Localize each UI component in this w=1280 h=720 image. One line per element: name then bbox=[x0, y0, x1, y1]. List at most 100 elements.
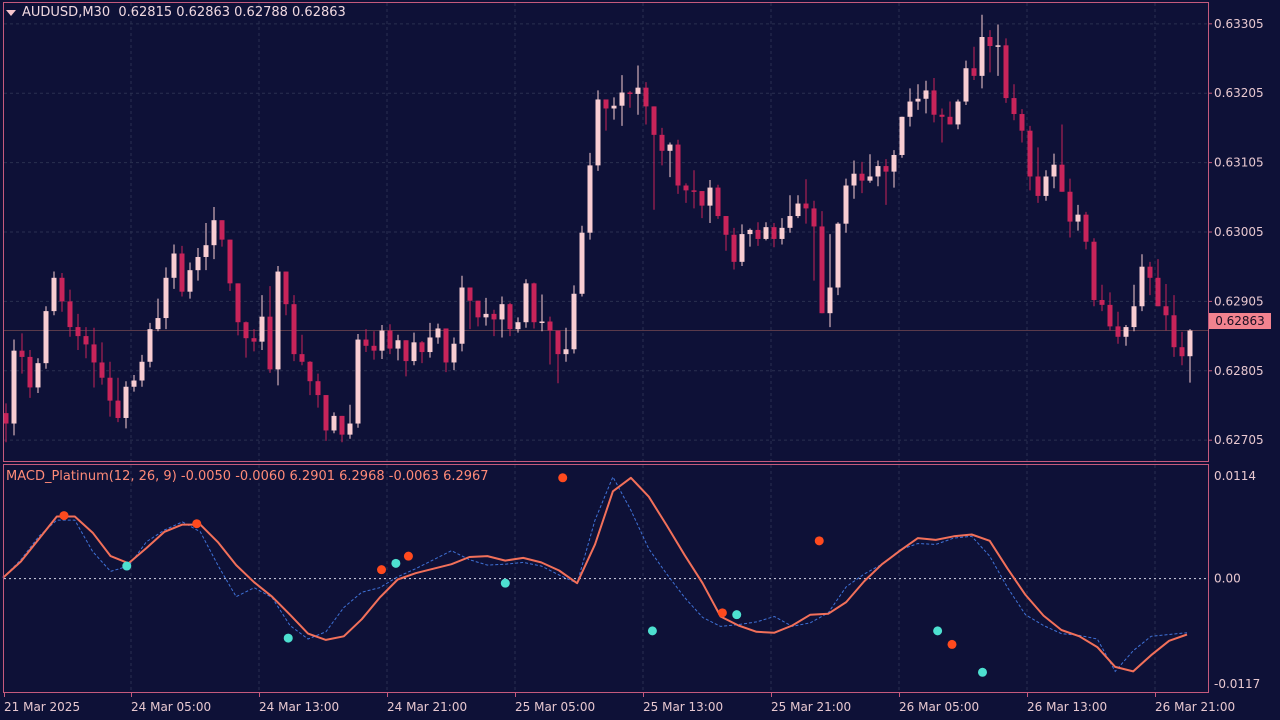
current-price-badge: 0.62863 bbox=[1209, 313, 1271, 329]
candle-body bbox=[819, 226, 825, 314]
candle-body bbox=[139, 361, 145, 381]
candle-body bbox=[427, 337, 433, 353]
candle bbox=[1107, 292, 1113, 331]
candle-body bbox=[771, 227, 777, 239]
candle-body bbox=[763, 227, 769, 239]
candle bbox=[571, 285, 577, 354]
candle-body bbox=[403, 340, 409, 362]
price-axis: 0.63305 0.63205 0.63105 0.63005 0.62905 0.628… bbox=[1208, 17, 1264, 447]
candle bbox=[507, 302, 513, 337]
candle bbox=[75, 313, 81, 350]
candle bbox=[715, 184, 721, 219]
candle-body bbox=[355, 339, 361, 424]
candle bbox=[827, 234, 833, 328]
candle-body bbox=[843, 185, 849, 224]
price-tick-label: 0.63305 bbox=[1214, 17, 1264, 31]
candle bbox=[1187, 329, 1193, 383]
candle bbox=[403, 340, 409, 377]
candle-body bbox=[627, 92, 633, 95]
candle-body bbox=[987, 37, 993, 47]
candle-body bbox=[875, 166, 881, 177]
candle-body bbox=[187, 270, 193, 292]
candle-body bbox=[811, 208, 817, 227]
time-tick-label: 24 Mar 05:00 bbox=[131, 700, 211, 714]
candle bbox=[187, 262, 193, 299]
candle bbox=[635, 65, 641, 115]
candle-body bbox=[275, 271, 281, 370]
candle bbox=[619, 75, 625, 126]
candle bbox=[235, 283, 241, 336]
candle-body bbox=[259, 316, 265, 342]
candle bbox=[1019, 109, 1025, 143]
candle bbox=[1131, 284, 1137, 332]
candle bbox=[459, 275, 465, 352]
candle-body bbox=[595, 99, 601, 166]
candle-body bbox=[499, 304, 505, 320]
candle-body bbox=[1059, 164, 1065, 192]
candle-body bbox=[507, 304, 513, 330]
candle bbox=[899, 116, 905, 158]
candle-body bbox=[1075, 214, 1081, 222]
candle bbox=[19, 333, 25, 374]
candle bbox=[355, 334, 361, 428]
candle-body bbox=[11, 350, 17, 424]
cross-down-marker bbox=[377, 565, 387, 575]
candle bbox=[267, 286, 273, 373]
candle bbox=[811, 200, 817, 281]
candle bbox=[787, 195, 793, 233]
candle-body bbox=[83, 336, 89, 345]
collapse-triangle-icon[interactable] bbox=[6, 9, 16, 16]
candle bbox=[427, 322, 433, 358]
candle-body bbox=[323, 395, 329, 431]
signal-line bbox=[2, 475, 1188, 673]
candle-body bbox=[675, 144, 681, 186]
candle-body bbox=[1051, 164, 1057, 177]
candle-body bbox=[611, 105, 617, 109]
candle bbox=[683, 183, 689, 203]
candle-body bbox=[35, 363, 41, 388]
candle-body bbox=[523, 283, 529, 323]
candle-body bbox=[1115, 326, 1121, 337]
candle-body bbox=[1147, 266, 1153, 278]
candle bbox=[35, 358, 41, 393]
candle-body bbox=[571, 293, 577, 350]
time-tick-label: 25 Mar 21:00 bbox=[771, 700, 851, 714]
candle bbox=[475, 300, 481, 327]
candle bbox=[539, 294, 545, 332]
candle bbox=[739, 224, 745, 267]
candle bbox=[531, 282, 537, 329]
candle-body bbox=[955, 101, 961, 125]
candle bbox=[275, 266, 281, 386]
candle-body bbox=[123, 386, 129, 418]
candle bbox=[659, 127, 665, 166]
candle-body bbox=[395, 340, 401, 349]
candle-body bbox=[827, 287, 833, 314]
candle bbox=[1035, 147, 1041, 203]
candle-body bbox=[691, 190, 697, 192]
candle bbox=[491, 309, 497, 337]
candle-body bbox=[555, 330, 561, 355]
candle-body bbox=[491, 313, 497, 320]
candle bbox=[99, 342, 105, 385]
candle-body bbox=[163, 277, 169, 319]
candle-body bbox=[59, 277, 65, 302]
price-tick-label: 0.63205 bbox=[1214, 86, 1264, 100]
indicator-axis: 0.0114 0.00 -0.0117 bbox=[1214, 469, 1260, 691]
candle bbox=[331, 412, 337, 434]
candle bbox=[139, 354, 145, 387]
candle-body bbox=[419, 342, 425, 353]
candle bbox=[123, 381, 129, 429]
candle bbox=[851, 160, 857, 199]
candle bbox=[1163, 284, 1169, 331]
candle-body bbox=[907, 101, 913, 117]
candle-body bbox=[411, 342, 417, 362]
cross-up-marker bbox=[283, 633, 293, 643]
candle bbox=[611, 97, 617, 120]
candle bbox=[843, 178, 849, 233]
candle bbox=[675, 139, 681, 194]
candle bbox=[1059, 124, 1065, 192]
candle-body bbox=[379, 330, 385, 351]
candle bbox=[1083, 211, 1089, 250]
candle-body bbox=[1139, 266, 1145, 307]
